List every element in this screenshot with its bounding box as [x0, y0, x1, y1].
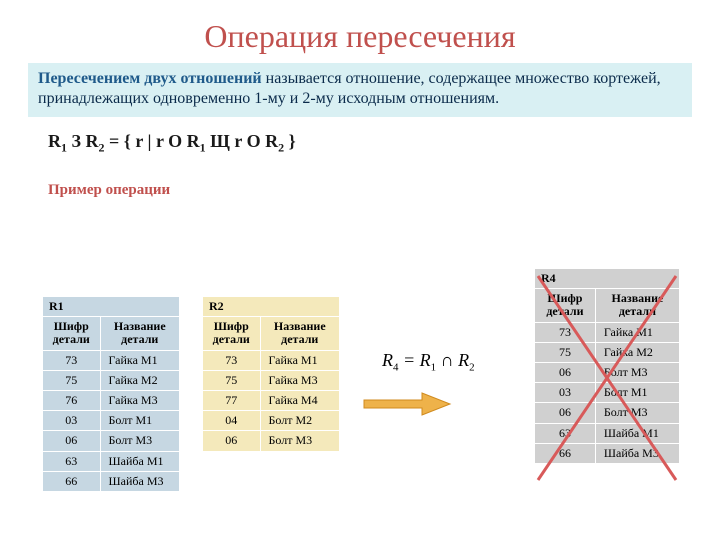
cell-code: 63 [535, 423, 596, 443]
cell-name: Болт М3 [595, 403, 679, 423]
cell-code: 03 [535, 383, 596, 403]
table-title: R4 [535, 269, 680, 289]
cell-name: Болт М1 [100, 411, 179, 431]
arrow-shape [364, 393, 450, 415]
cell-code: 75 [535, 342, 596, 362]
definition-box: Пересечением двух отношений называется о… [28, 63, 692, 117]
table-row: 73Гайка М1 [203, 350, 340, 370]
table-row: 06Болт М3 [535, 362, 680, 382]
table-row: 03Болт М1 [535, 383, 680, 403]
table-row: 77Гайка М4 [203, 390, 340, 410]
cell-code: 03 [43, 411, 101, 431]
table-title: R1 [43, 297, 180, 317]
table-r1-wrap: R1Шифр деталиНазвание детали73Гайка М175… [42, 296, 180, 492]
table-row: 63Шайба М1 [535, 423, 680, 443]
arrow-icon [362, 390, 452, 418]
table-row: 75Гайка М3 [203, 370, 340, 390]
cell-name: Болт М1 [595, 383, 679, 403]
table-row: 66Шайба М3 [535, 443, 680, 463]
cell-name: Болт М3 [100, 431, 179, 451]
cell-code: 04 [203, 411, 261, 431]
cell-name: Гайка М1 [100, 350, 179, 370]
example-label: Пример операции [48, 182, 720, 199]
cell-name: Шайба М1 [595, 423, 679, 443]
col-header: Шифр детали [535, 289, 596, 322]
table-title: R2 [203, 297, 340, 317]
table-row: 06Болт М3 [535, 403, 680, 423]
table-r2: R2Шифр деталиНазвание детали73Гайка М175… [202, 296, 340, 452]
cell-name: Гайка М4 [260, 390, 339, 410]
table-row: 06Болт М3 [203, 431, 340, 451]
cell-code: 06 [535, 362, 596, 382]
cell-name: Гайка М2 [100, 370, 179, 390]
cell-code: 63 [43, 451, 101, 471]
cell-name: Шайба М1 [100, 451, 179, 471]
table-r1: R1Шифр деталиНазвание детали73Гайка М175… [42, 296, 180, 492]
cell-code: 76 [43, 390, 101, 410]
cell-name: Болт М2 [260, 411, 339, 431]
cell-code: 73 [535, 322, 596, 342]
cell-code: 06 [203, 431, 261, 451]
table-row: 73Гайка М1 [535, 322, 680, 342]
cell-code: 73 [43, 350, 101, 370]
col-header: Шифр детали [43, 317, 101, 350]
table-row: 75Гайка М2 [535, 342, 680, 362]
cell-name: Гайка М1 [260, 350, 339, 370]
cell-code: 06 [43, 431, 101, 451]
col-header: Название детали [100, 317, 179, 350]
col-header: Название детали [260, 317, 339, 350]
cell-name: Гайка М3 [260, 370, 339, 390]
cell-name: Гайка М1 [595, 322, 679, 342]
table-row: 76Гайка М3 [43, 390, 180, 410]
cell-name: Шайба М3 [595, 443, 679, 463]
col-header: Название детали [595, 289, 679, 322]
cell-name: Шайба М3 [100, 471, 179, 491]
cell-name: Болт М3 [260, 431, 339, 451]
table-row: 66Шайба М3 [43, 471, 180, 491]
table-r4-wrap: R4Шифр деталиНазвание детали73Гайка М175… [534, 268, 680, 464]
formula: R1 З R2 = { r | r O R1 Щ r O R2 } [48, 131, 720, 156]
slide: Операция пересечения Пересечением двух о… [0, 0, 720, 540]
cell-code: 73 [203, 350, 261, 370]
col-header: Шифр детали [203, 317, 261, 350]
cell-name: Гайка М2 [595, 342, 679, 362]
cell-code: 66 [43, 471, 101, 491]
cell-name: Болт М3 [595, 362, 679, 382]
cell-code: 77 [203, 390, 261, 410]
cell-code: 75 [43, 370, 101, 390]
cell-name: Гайка М3 [100, 390, 179, 410]
result-equation: R4 = R1 ∩ R2 [382, 350, 475, 374]
table-row: 03Болт М1 [43, 411, 180, 431]
table-r2-wrap: R2Шифр деталиНазвание детали73Гайка М175… [202, 296, 340, 452]
page-title: Операция пересечения [0, 0, 720, 63]
arrow-wrap [362, 390, 442, 423]
table-row: 75Гайка М2 [43, 370, 180, 390]
cell-code: 75 [203, 370, 261, 390]
table-row: 63Шайба М1 [43, 451, 180, 471]
table-row: 04Болт М2 [203, 411, 340, 431]
table-row: 06Болт М3 [43, 431, 180, 451]
table-r4: R4Шифр деталиНазвание детали73Гайка М175… [534, 268, 680, 464]
cell-code: 06 [535, 403, 596, 423]
definition-lead: Пересечением двух отношений [38, 70, 262, 87]
cell-code: 66 [535, 443, 596, 463]
table-row: 73Гайка М1 [43, 350, 180, 370]
